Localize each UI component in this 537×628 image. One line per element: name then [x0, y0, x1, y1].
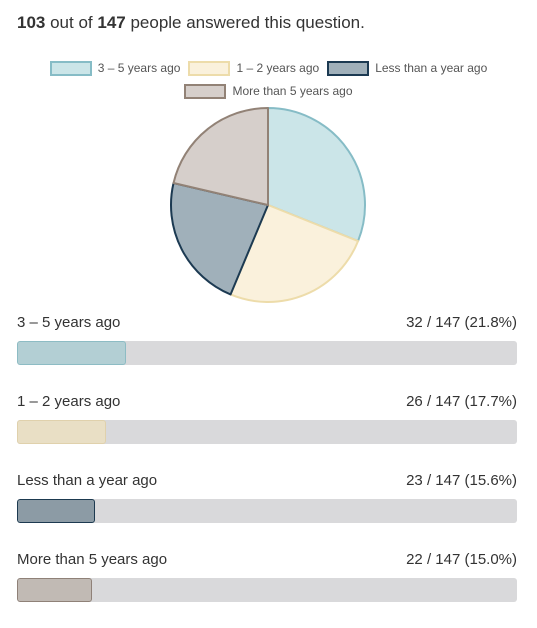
result-bar-3-5-years	[17, 341, 126, 365]
result-count-less-than-year: 23 / 147 (15.6%)	[406, 472, 517, 489]
legend-item-more-than-5-years[interactable]: More than 5 years ago	[184, 83, 353, 99]
legend-row-1: 3 – 5 years ago 1 – 2 years ago Less tha…	[0, 58, 537, 78]
legend-swatch-3-5-years	[49, 60, 92, 76]
result-bar-less-than-year	[17, 499, 95, 523]
result-track-more-than-5-years	[17, 578, 517, 602]
legend-item-1-2-years[interactable]: 1 – 2 years ago	[188, 60, 320, 76]
result-more-than-5-years: More than 5 years ago 22 / 147 (15.0%)	[17, 549, 517, 628]
legend-label-1-2-years: 1 – 2 years ago	[236, 61, 320, 75]
result-count-1-2-years: 26 / 147 (17.7%)	[406, 393, 517, 410]
result-track-3-5-years	[17, 341, 517, 365]
summary-suffix: people answered this question.	[125, 13, 365, 32]
result-1-2-years: 1 – 2 years ago 26 / 147 (17.7%)	[17, 391, 517, 470]
answered-count: 103	[17, 13, 46, 32]
result-label-1-2-years: 1 – 2 years ago	[17, 393, 121, 410]
legend-item-less-than-year[interactable]: Less than a year ago	[327, 60, 488, 76]
legend-label-3-5-years: 3 – 5 years ago	[97, 61, 181, 75]
legend-swatch-more-than-5-years	[184, 83, 227, 99]
pie-slice-more-than-5-years[interactable]	[172, 107, 269, 206]
responses-summary: 103 out of 147 people answered this ques…	[17, 13, 365, 33]
results-bars: 3 – 5 years ago 32 / 147 (21.8%) 1 – 2 y…	[17, 312, 517, 628]
result-count-3-5-years: 32 / 147 (21.8%)	[406, 314, 517, 331]
result-track-less-than-year	[17, 499, 517, 523]
result-bar-1-2-years	[17, 420, 106, 444]
pie-slice-3-5-years[interactable]	[267, 107, 366, 243]
result-bar-more-than-5-years	[17, 578, 92, 602]
legend-swatch-less-than-year	[327, 60, 370, 76]
result-3-5-years: 3 – 5 years ago 32 / 147 (21.8%)	[17, 312, 517, 391]
result-label-3-5-years: 3 – 5 years ago	[17, 314, 121, 331]
legend-item-3-5-years[interactable]: 3 – 5 years ago	[49, 60, 181, 76]
pie-slice-1-2-years[interactable]	[229, 204, 360, 303]
summary-connector: out of	[45, 13, 98, 32]
result-track-1-2-years	[17, 420, 517, 444]
pie-chart	[170, 107, 366, 303]
result-less-than-year: Less than a year ago 23 / 147 (15.6%)	[17, 470, 517, 549]
legend-label-less-than-year: Less than a year ago	[375, 61, 488, 75]
legend-label-more-than-5-years: More than 5 years ago	[232, 84, 353, 98]
pie-slice-less-than-year[interactable]	[170, 182, 269, 296]
result-label-more-than-5-years: More than 5 years ago	[17, 551, 168, 568]
chart-legend: 3 – 5 years ago 1 – 2 years ago Less tha…	[0, 58, 537, 104]
result-count-more-than-5-years: 22 / 147 (15.0%)	[406, 551, 517, 568]
legend-swatch-1-2-years	[188, 60, 231, 76]
legend-row-2: More than 5 years ago	[0, 81, 537, 101]
result-label-less-than-year: Less than a year ago	[17, 472, 158, 489]
total-count: 147	[97, 13, 126, 32]
